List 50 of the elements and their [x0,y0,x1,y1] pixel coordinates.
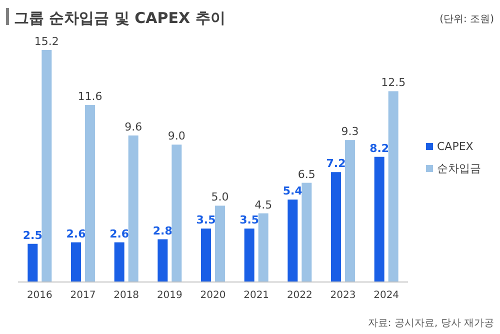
data-label: 9.3 [341,125,359,138]
data-label: 2.8 [152,224,172,238]
data-label: 5.0 [211,190,229,204]
bar [201,228,211,282]
bar [215,206,225,282]
x-tick-label: 2021 [244,290,270,301]
legend-label: 순차입금 [437,162,481,175]
x-tick-label: 2022 [286,290,312,301]
bar [172,144,182,282]
text: 자료: 공시자료, 당사 재가공 [368,318,494,329]
chart-title: 그룹 순차입금 및 CAPEX 추이 [14,9,226,27]
data-label: 8.2 [370,142,390,155]
data-label: 6.5 [298,168,316,181]
bar [258,213,268,282]
data-label: 15.2 [34,35,59,48]
legend-label: CAPEX [437,140,474,153]
bar [374,156,384,282]
data-label: 3.5 [196,214,216,227]
data-label: 9.6 [124,120,142,134]
data-label: 9.0 [168,130,186,143]
bar [244,228,254,282]
x-tick-label: 2016 [26,290,52,301]
bar [158,239,168,282]
bar [388,91,398,282]
x-tick-label: 2020 [200,290,226,301]
text: (단위: 조원) [440,14,494,25]
data-label: 5.4 [282,184,303,198]
data-label: 7.2 [326,157,346,170]
bar [302,182,312,282]
data-label: 2.6 [110,227,130,240]
x-tick-label: 2017 [70,290,96,301]
data-label: 12.5 [381,76,406,90]
x-tick-label: 2024 [374,290,400,301]
data-label: 11.6 [78,90,102,103]
data-label: 2.5 [22,228,42,242]
bar [28,244,38,282]
x-tick-label: 2023 [330,290,356,301]
bar [85,104,95,282]
bar [331,172,341,282]
x-tick-label: 2019 [156,290,182,301]
bar [42,50,52,282]
data-label: 3.5 [240,214,260,227]
data-label: 4.5 [254,198,272,212]
bar [288,200,298,282]
bar [114,242,124,282]
bar [71,242,81,282]
data-label: 2.6 [66,227,86,240]
x-tick-label: 2018 [114,290,140,301]
bar [128,135,138,282]
bar [345,140,355,282]
